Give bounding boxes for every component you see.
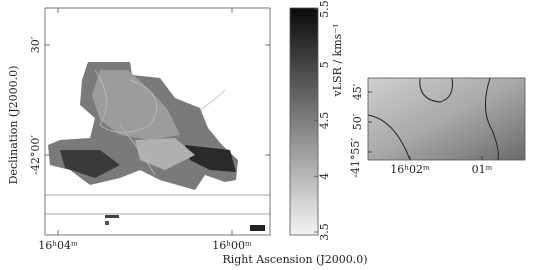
x-axis-label: Right Ascension (J2000.0) [222,253,367,266]
colorbar-tick-label: 5 [318,61,331,68]
y-tick-label: 45′ [351,83,364,100]
left-frame [44,7,271,236]
colorbar [289,7,319,236]
left-ticks [45,8,270,235]
y-tick-label: 50′ [351,113,364,130]
colorbar-tick-label: 5.5 [318,0,331,18]
y-axis-label: Declination (J2000.0) [7,66,20,185]
y-tick-label: -41°55′ [349,138,362,178]
colorbar-tick-label: 4 [318,173,331,180]
x-tick-label: 16ʰ04ᵐ [38,239,78,252]
colorbar-tick-label: 4.5 [318,112,331,130]
right-ticks [368,91,483,160]
velocity-map [45,8,270,235]
right-map [367,77,525,161]
colorbar-tick-label: 3.5 [318,223,331,241]
right-frame [367,77,526,161]
x-tick-label: 16ʰ02ᵐ [390,163,430,176]
y-tick-label: 30′ [29,36,42,53]
y-tick-label: -42°00′ [29,135,42,175]
colorbar-label: vLSR / kms⁻¹ [331,24,344,98]
x-tick-label: 16ʰ00ᵐ [212,239,252,252]
x-tick-label: 01ᵐ [472,163,493,176]
colorbar-ticks: 3.5 4 4.5 5 5.5 [314,0,331,241]
